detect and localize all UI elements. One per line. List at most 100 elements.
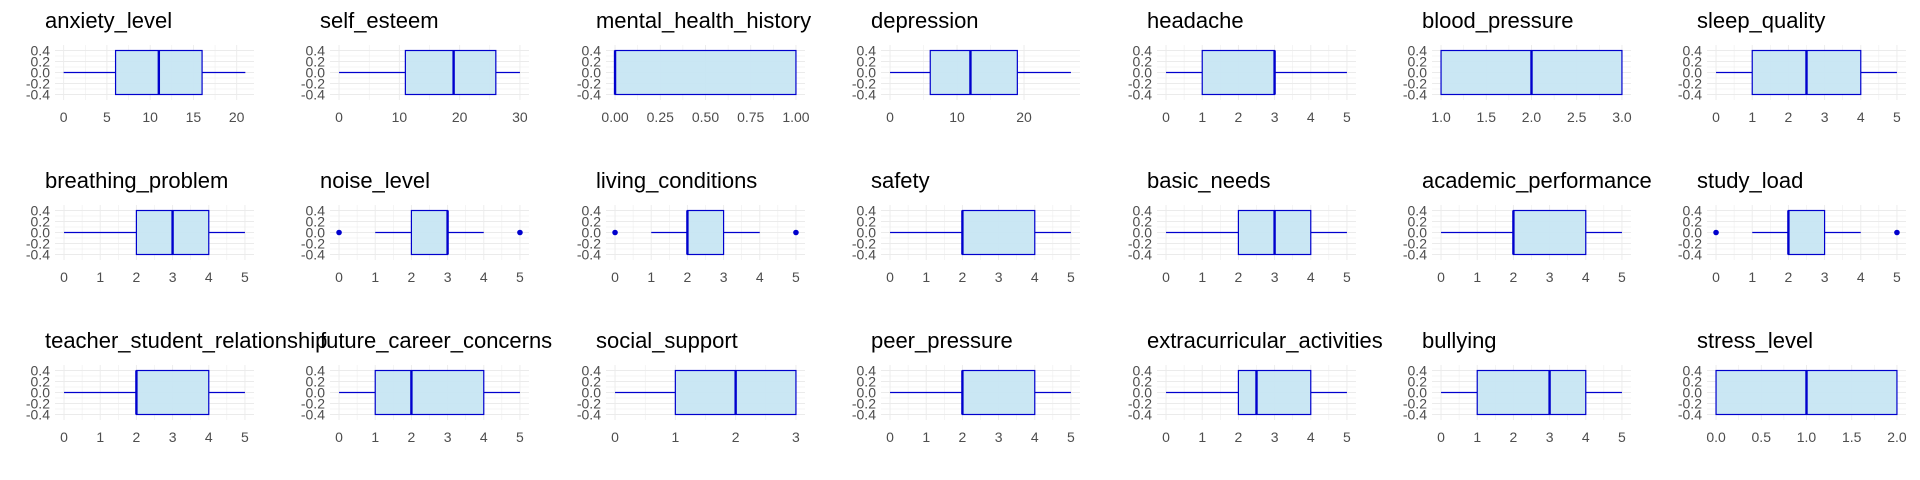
x-tick-label: 4 — [1306, 429, 1314, 445]
x-tick-label: 3 — [444, 269, 452, 285]
x-tick-label: 5 — [1067, 269, 1075, 285]
y-tick-label: 0.4 — [31, 203, 51, 219]
x-tick-label: 5 — [1893, 269, 1901, 285]
x-tick-label: 20 — [1016, 109, 1032, 125]
y-tick-label: 0.4 — [306, 363, 326, 379]
y-tick-label: 0.0 — [306, 65, 326, 81]
x-tick-label: 2 — [1785, 269, 1793, 285]
x-tick-label: 0 — [886, 429, 894, 445]
y-tick-label: -0.2 — [577, 395, 601, 411]
boxplot-panel-self-esteem: self_esteem 0.40.20.0-0.2-0.4 0 10 20 30 — [301, 8, 530, 125]
y-tick-label: 0.2 — [857, 214, 877, 230]
y-tick-label: 0.2 — [857, 374, 877, 390]
y-tick-label: 0.0 — [581, 65, 601, 81]
x-tick-label: 3 — [444, 429, 452, 445]
boxplot-panel-sleep-quality: sleep_quality 0.40.20.0-0.2-0.4 0 1 2 3 4 5 — [1678, 8, 1907, 125]
x-tick-label: 4 — [1031, 269, 1039, 285]
boxplot-panel-social-support: social_support 0.40.20.0-0.2-0.4 0 1 2 3 — [577, 328, 805, 445]
x-tick-label: 5 — [792, 269, 800, 285]
x-tick-label: 2 — [1234, 429, 1242, 445]
x-tick-label: 1.0 — [1431, 109, 1451, 125]
x-tick-label: 5 — [1343, 429, 1351, 445]
y-tick-label: 0.0 — [857, 225, 877, 241]
x-tick-label: 2 — [959, 429, 967, 445]
y-tick-label: 0.4 — [857, 203, 877, 219]
x-tick-label: 4 — [756, 269, 764, 285]
y-tick-label: 0.4 — [581, 43, 601, 59]
x-tick-label: 1 — [96, 269, 104, 285]
y-tick-label: 0.2 — [1408, 374, 1428, 390]
x-tick-label: 4 — [1582, 269, 1590, 285]
x-tick-label: 3 — [169, 429, 177, 445]
y-tick-label: -0.2 — [1127, 235, 1151, 251]
y-tick-label: -0.2 — [1127, 395, 1151, 411]
x-tick-label: 0 — [60, 269, 68, 285]
x-tick-label: 0 — [1162, 429, 1170, 445]
y-tick-label: -0.4 — [1678, 246, 1702, 262]
y-tick-label: 0.2 — [581, 214, 601, 230]
x-tick-label: 0 — [1437, 429, 1445, 445]
x-tick-label: 4 — [480, 429, 488, 445]
x-tick-label: 2 — [133, 429, 141, 445]
x-tick-label: 2 — [1234, 109, 1242, 125]
y-tick-label: 0.2 — [1683, 374, 1703, 390]
y-tick-label: 0.2 — [1132, 374, 1152, 390]
x-tick-label: 2 — [408, 429, 416, 445]
y-tick-label: 0.0 — [306, 385, 326, 401]
y-tick-label: -0.2 — [852, 75, 876, 91]
y-tick-label: -0.4 — [577, 406, 601, 422]
x-tick-label: 0.75 — [737, 109, 764, 125]
y-tick-label: 0.4 — [1683, 203, 1703, 219]
panel-title: stress_level — [1697, 328, 1813, 353]
x-tick-label: 2.5 — [1567, 109, 1587, 125]
x-tick-label: 0.50 — [692, 109, 719, 125]
x-tick-label: 2 — [683, 269, 691, 285]
x-tick-label: 1 — [1198, 269, 1206, 285]
y-tick-label: -0.2 — [1403, 395, 1427, 411]
y-tick-label: 0.0 — [31, 385, 51, 401]
outlier-point — [1713, 229, 1720, 236]
y-tick-label: -0.4 — [1403, 246, 1427, 262]
y-tick-label: 0.2 — [581, 374, 601, 390]
panel-title: bullying — [1422, 328, 1497, 353]
x-tick-label: 5 — [1343, 109, 1351, 125]
x-tick-label: 0.5 — [1752, 429, 1772, 445]
y-tick-label: 0.0 — [31, 225, 51, 241]
y-tick-label: 0.4 — [306, 203, 326, 219]
panel-title: anxiety_level — [45, 8, 172, 33]
boxplot-panel-depression: depression 0.40.20.0-0.2-0.4 0 10 20 — [852, 8, 1081, 125]
y-tick-label: 0.0 — [1408, 385, 1428, 401]
y-tick-label: -0.2 — [1678, 235, 1702, 251]
y-tick-label: 0.2 — [31, 54, 51, 70]
x-tick-label: 2.0 — [1888, 429, 1908, 445]
iqr-box — [1512, 209, 1587, 256]
y-tick-label: 0.0 — [857, 385, 877, 401]
x-tick-label: 5 — [516, 429, 524, 445]
boxplot-panel-basic-needs: basic_needs 0.40.20.0-0.2-0.4 0 1 2 3 4 5 — [1127, 168, 1356, 285]
x-tick-label: 0 — [336, 429, 344, 445]
x-tick-label: 0 — [1713, 269, 1721, 285]
y-tick-label: -0.4 — [1127, 246, 1151, 262]
boxplot-panel-headache: headache 0.40.20.0-0.2-0.4 0 1 2 3 4 5 — [1127, 8, 1356, 125]
x-tick-label: 5 — [1067, 429, 1075, 445]
boxplot-panel-blood-pressure: blood_pressure 0.40.20.0-0.2-0.41.0 1.5 2.0… — [1403, 8, 1632, 125]
y-tick-label: 0.2 — [306, 214, 326, 230]
iqr-box — [961, 369, 1036, 416]
y-tick-label: 0.0 — [1408, 225, 1428, 241]
x-tick-label: 3.0 — [1612, 109, 1632, 125]
boxplot-panel-breathing-problem: breathing_problem 0.40.20.0-0.2-0.4 0 1 2 3 4 5 — [26, 168, 254, 285]
boxplot-panel-mental-health-history: mental_health_history0.40.20.0-0.2-0.40.… — [577, 8, 811, 125]
x-tick-label: 10 — [142, 109, 158, 125]
x-tick-label: 5 — [1893, 109, 1901, 125]
y-tick-label: 0.0 — [1132, 385, 1152, 401]
y-tick-label: -0.4 — [1403, 86, 1427, 102]
x-tick-label: 1.5 — [1477, 109, 1497, 125]
x-tick-label: 4 — [480, 269, 488, 285]
y-tick-label: 0.0 — [581, 225, 601, 241]
y-tick-label: 0.0 — [1683, 225, 1703, 241]
x-tick-label: 0.0 — [1707, 429, 1727, 445]
y-tick-label: -0.2 — [301, 75, 325, 91]
x-tick-label: 2 — [1510, 269, 1518, 285]
y-tick-label: 0.4 — [1683, 363, 1703, 379]
